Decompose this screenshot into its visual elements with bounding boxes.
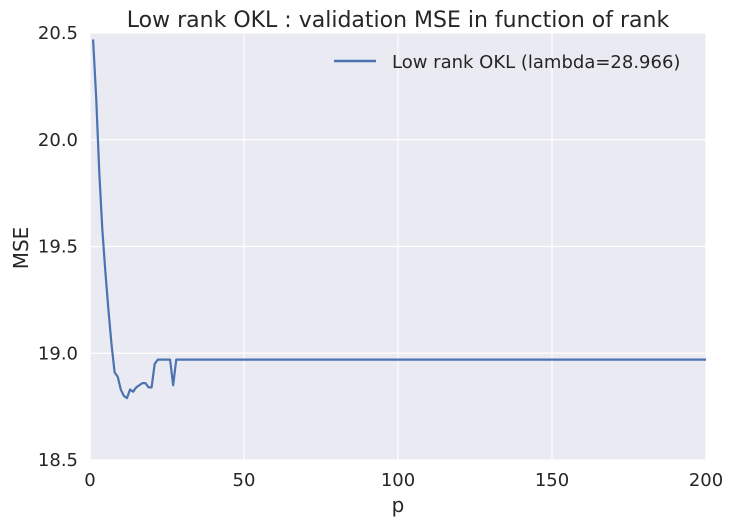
tick-labels: 0 50 100 150 200 18.5 19.0 19.5 20.0 20.5: [38, 23, 723, 491]
y-tick-label: 19.0: [38, 343, 78, 364]
y-tick-label: 20.0: [38, 130, 78, 151]
chart-title: Low rank OKL : validation MSE in functio…: [127, 8, 670, 33]
legend-label: Low rank OKL (lambda=28.966): [392, 52, 680, 73]
x-tick-label: 50: [233, 470, 256, 491]
x-axis-label: p: [392, 493, 405, 517]
y-tick-label: 18.5: [38, 450, 78, 471]
grid: [89, 32, 707, 461]
series-layer: [91, 39, 706, 400]
series-line-0: [91, 39, 706, 400]
x-tick-label: 150: [535, 470, 569, 491]
y-tick-label: 19.5: [38, 237, 78, 258]
legend: Low rank OKL (lambda=28.966): [334, 52, 680, 73]
x-tick-label: 200: [689, 470, 723, 491]
x-tick-label: 0: [84, 470, 95, 491]
x-tick-label: 100: [381, 470, 415, 491]
y-axis-label: MSE: [9, 227, 33, 270]
y-tick-label: 20.5: [38, 23, 78, 44]
